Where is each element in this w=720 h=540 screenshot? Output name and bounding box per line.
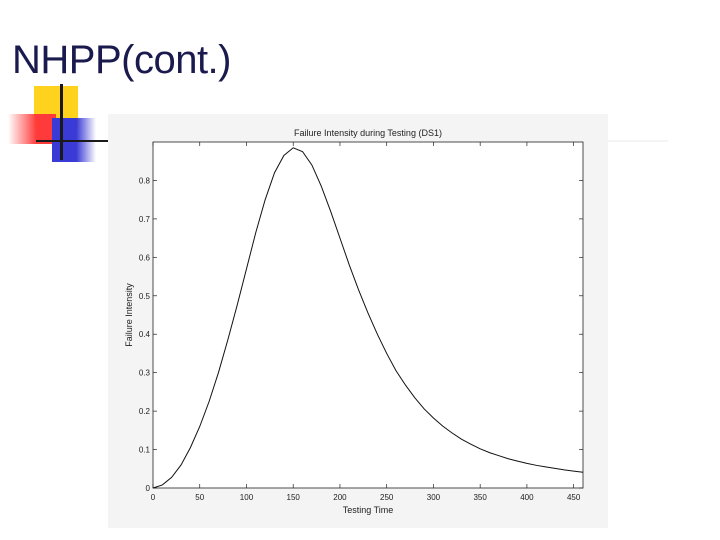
decor-horizontal-line bbox=[36, 140, 108, 142]
y-tick-label: 0.6 bbox=[139, 253, 151, 262]
x-tick-label: 450 bbox=[567, 493, 581, 502]
y-tick-label: 0.3 bbox=[139, 369, 151, 378]
plot-area bbox=[152, 141, 584, 489]
y-tick-label: 0.1 bbox=[139, 446, 151, 455]
x-tick-label: 350 bbox=[473, 493, 487, 502]
failure-intensity-chart: Failure Intensity during Testing (DS1) T… bbox=[124, 128, 584, 515]
x-axis-label: Testing Time bbox=[343, 505, 394, 515]
y-tick-label: 0.5 bbox=[139, 292, 151, 301]
x-tick-label: 0 bbox=[151, 493, 156, 502]
y-tick-label: 0.4 bbox=[139, 330, 151, 339]
x-tick-label: 100 bbox=[240, 493, 254, 502]
decor-vertical-line bbox=[60, 84, 63, 160]
slide-title: NHPP(cont.) bbox=[12, 38, 232, 82]
y-tick-label: 0.2 bbox=[139, 407, 151, 416]
y-axis-ticks: 0 0.1 0.2 0.3 0.4 0.5 0.6 0.7 0.8 bbox=[139, 176, 583, 493]
figure-edge-strip bbox=[608, 140, 668, 142]
chart-title: Failure Intensity during Testing (DS1) bbox=[294, 128, 442, 138]
x-tick-label: 200 bbox=[333, 493, 347, 502]
y-tick-label: 0.8 bbox=[139, 176, 151, 185]
x-tick-label: 150 bbox=[287, 493, 301, 502]
decor-red-bar bbox=[8, 114, 56, 144]
x-tick-label: 50 bbox=[195, 493, 204, 502]
x-axis-ticks: 0 50 100 150 200 250 300 350 400 450 bbox=[151, 142, 581, 502]
y-tick-label: 0 bbox=[146, 484, 151, 493]
x-tick-label: 400 bbox=[520, 493, 534, 502]
failure-intensity-curve bbox=[152, 147, 584, 489]
x-tick-label: 250 bbox=[380, 493, 394, 502]
x-tick-label: 300 bbox=[427, 493, 441, 502]
y-tick-label: 0.7 bbox=[139, 215, 151, 224]
y-axis-label: Failure Intensity bbox=[124, 283, 134, 347]
